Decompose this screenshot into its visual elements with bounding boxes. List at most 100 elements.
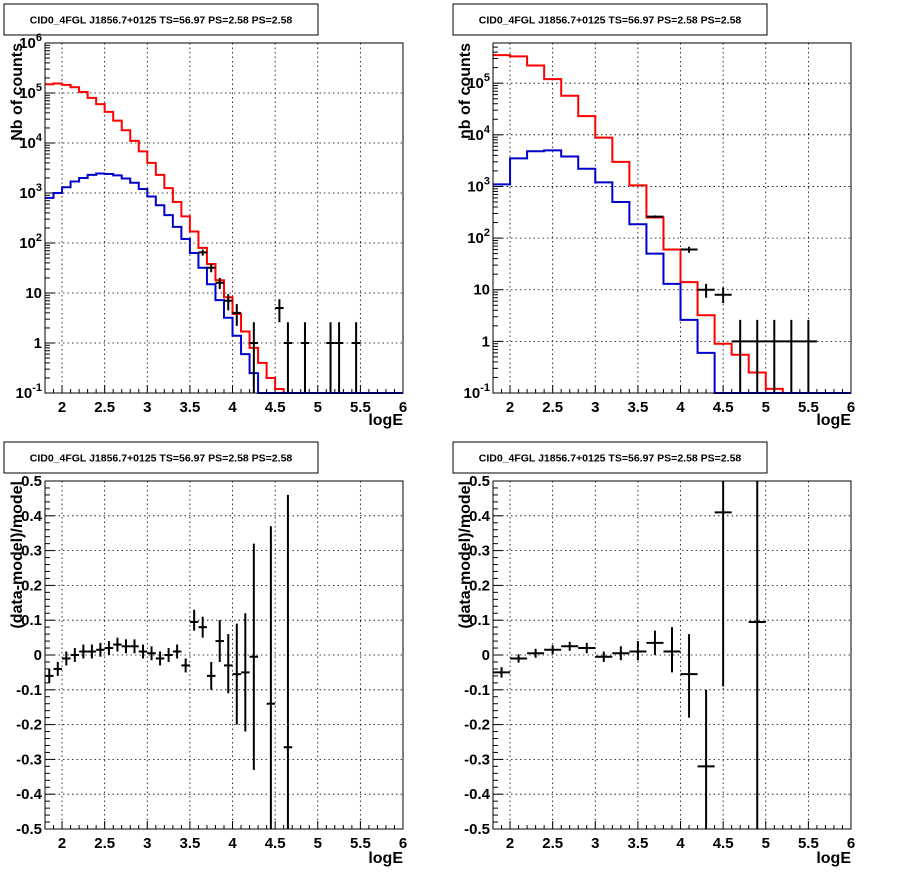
x-tick-label: 2 — [58, 835, 66, 852]
x-axis-title: logE — [816, 412, 851, 429]
x-tick-label: 2.5 — [94, 399, 115, 416]
x-tick-label: 3 — [591, 835, 599, 852]
data-point — [334, 322, 344, 393]
y-tick-label: 0.2 — [469, 577, 490, 594]
data-point — [121, 639, 131, 654]
y-tick-label: 0.5 — [469, 473, 490, 490]
data-point — [62, 651, 71, 666]
y-tick-label: 0 — [34, 647, 42, 664]
data-point — [663, 627, 681, 673]
data-point — [232, 304, 242, 326]
data-point — [782, 319, 800, 393]
x-tick-label: 4 — [228, 835, 237, 852]
data-point — [714, 481, 732, 687]
data-point — [266, 526, 276, 829]
data-point — [189, 609, 199, 631]
data-point — [241, 613, 250, 732]
y-tick-label: 0.1 — [21, 612, 42, 629]
data-point — [714, 287, 732, 304]
histogram-series-1 — [493, 149, 851, 394]
x-tick-label: 5 — [762, 835, 770, 852]
y-tick-label: -0.4 — [464, 786, 491, 803]
x-tick-label: 6 — [847, 399, 855, 416]
data-point — [130, 639, 139, 654]
data-point — [198, 616, 207, 638]
x-tick-label: 5 — [314, 399, 322, 416]
data-point — [104, 641, 114, 655]
plot-title: CID0_4FGL J1856.7+0125 TS=56.97 PS=2.58 … — [479, 453, 742, 465]
x-tick-label: 2 — [58, 399, 66, 416]
data-point — [646, 215, 664, 218]
data-point — [595, 651, 613, 662]
data-point — [155, 651, 165, 666]
x-tick-label: 2.5 — [94, 835, 115, 852]
y-axis-title: nb of counts — [457, 43, 474, 139]
data-point — [198, 249, 207, 256]
data-point — [300, 322, 310, 393]
data-point — [612, 646, 630, 661]
x-tick-label: 6 — [399, 835, 407, 852]
x-tick-label: 4 — [676, 835, 685, 852]
x-tick-label: 5.5 — [350, 399, 371, 416]
data-point — [70, 648, 80, 662]
data-point — [53, 661, 63, 676]
histogram-series-0 — [45, 82, 403, 394]
y-tick-label: -0.3 — [16, 751, 42, 768]
data-point — [215, 620, 224, 662]
x-axis-title: logE — [368, 412, 403, 429]
plot-frame — [492, 42, 852, 394]
data-point — [283, 322, 293, 393]
x-tick-label: 4.5 — [713, 399, 734, 416]
panel-counts-right: CID0_4FGL J1856.7+0125 TS=56.97 PS=2.58 … — [452, 3, 855, 429]
data-point — [181, 658, 190, 673]
y-tick-label: -0.2 — [16, 717, 42, 734]
y-tick-label: 103 — [19, 182, 42, 202]
panel-counts-left: CID0_4FGL J1856.7+0125 TS=56.97 PS=2.58 … — [3, 3, 407, 429]
data-point — [275, 299, 284, 323]
y-axis-title: (data-model)/model — [457, 481, 474, 629]
y-tick-label: 102 — [19, 232, 42, 252]
plot-title: CID0_4FGL J1856.7+0125 TS=56.97 PS=2.58 … — [479, 15, 742, 27]
x-tick-label: 5 — [314, 835, 322, 852]
data-point — [578, 642, 596, 654]
y-tick-label: 105 — [19, 82, 42, 102]
x-tick-label: 2 — [506, 399, 514, 416]
plot-frame — [44, 42, 404, 394]
plot-frame — [44, 480, 404, 830]
data-point — [493, 667, 511, 678]
data-point — [799, 319, 817, 393]
data-point — [731, 319, 749, 393]
data-point — [544, 645, 562, 655]
data-point — [629, 641, 647, 661]
y-tick-label: 10-1 — [16, 382, 42, 402]
panel-residuals-right: CID0_4FGL J1856.7+0125 TS=56.97 PS=2.58 … — [452, 441, 855, 867]
y-tick-label: 10 — [25, 285, 42, 302]
data-point — [87, 644, 97, 659]
data-point — [283, 494, 293, 829]
x-tick-label: 3 — [143, 835, 151, 852]
data-point — [527, 648, 545, 658]
y-tick-label: 104 — [19, 132, 43, 152]
title-box — [3, 3, 319, 36]
x-tick-label: 4.5 — [265, 835, 286, 852]
data-point — [249, 322, 259, 393]
y-axis-title: Nb of counts — [9, 43, 26, 141]
x-tick-label: 2.5 — [542, 835, 563, 852]
x-tick-label: 2 — [506, 835, 514, 852]
data-point — [351, 322, 361, 393]
y-tick-label: 105 — [467, 72, 490, 92]
y-tick-label: -0.1 — [16, 682, 42, 699]
x-tick-label: 3.5 — [627, 835, 648, 852]
y-tick-label: -0.1 — [464, 682, 490, 699]
x-tick-label: 5 — [762, 399, 770, 416]
y-tick-label: -0.5 — [464, 821, 490, 838]
data-point — [326, 322, 335, 393]
x-axis-title: logE — [816, 850, 851, 867]
y-tick-label: 0.3 — [469, 543, 490, 560]
data-point — [249, 543, 259, 770]
data-point — [96, 642, 105, 657]
data-point — [147, 646, 156, 661]
y-axis-title: (data-model)/model — [9, 481, 26, 629]
plot-title: CID0_4FGL J1856.7+0125 TS=56.97 PS=2.58 … — [30, 15, 293, 27]
data-point — [79, 644, 88, 659]
